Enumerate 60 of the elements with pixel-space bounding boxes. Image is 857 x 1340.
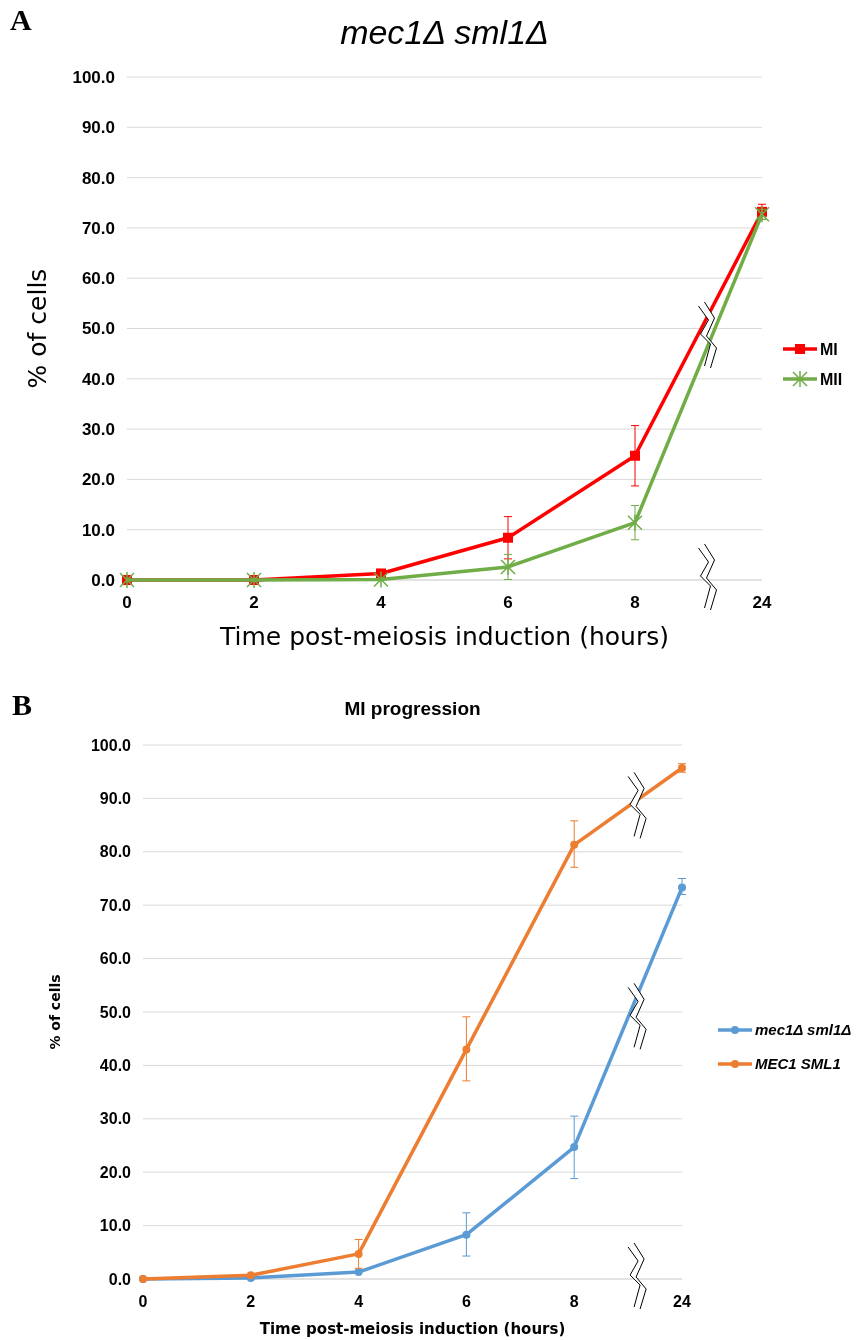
x-tick-label: 6 (503, 593, 513, 612)
x-tick-label: 4 (376, 593, 387, 612)
x-tick-label: 6 (461, 1293, 471, 1310)
y-tick-label: 10.0 (99, 1217, 132, 1235)
text: A (10, 3, 32, 36)
y-tick-label: 80.0 (81, 168, 115, 188)
y-tick-label: 100.0 (90, 736, 132, 754)
x-tick-label: 8 (630, 593, 640, 612)
chart-title: MI progression (344, 698, 481, 719)
y-tick-label: 20.0 (99, 1163, 132, 1181)
legend-label: MII (820, 370, 843, 388)
point (354, 1268, 363, 1277)
chart-title: mec1Δ sml1Δ (340, 13, 549, 51)
point (462, 1045, 471, 1054)
y-tick-label: 60.0 (81, 269, 115, 289)
y-tick-label: 60.0 (99, 950, 132, 968)
x-tick-label: 2 (249, 593, 259, 612)
text: B (12, 688, 33, 721)
point (354, 1249, 363, 1258)
y-tick-label: 10.0 (81, 520, 115, 540)
point (678, 883, 686, 892)
y-tick-label: 70.0 (99, 896, 132, 914)
y-tick-label: 100.0 (72, 67, 115, 87)
point (627, 513, 643, 532)
x-axis-title: Time post-meiosis induction (hours) (259, 1320, 566, 1338)
point (462, 1230, 471, 1239)
y-tick-label: 40.0 (99, 1057, 132, 1074)
y-axis-title: % of cells (23, 268, 52, 389)
x-tick-label: 0 (138, 1293, 148, 1310)
y-tick-label: 90.0 (99, 790, 132, 807)
x-tick-label: 8 (569, 1293, 579, 1310)
y-tick-label: 70.0 (81, 218, 115, 238)
point (570, 1143, 579, 1152)
x-tick-label: 24 (752, 593, 772, 612)
point (754, 205, 770, 224)
x-axis-title: Time post-meiosis induction (hours) (219, 622, 669, 651)
legend-label: MEC1 SML1 (755, 1055, 841, 1073)
x-tick-label: 4 (354, 1293, 364, 1310)
y-tick-label: 40.0 (81, 369, 115, 389)
point (500, 558, 516, 576)
y-tick-label: 30.0 (81, 420, 115, 440)
y-tick-label: 20.0 (81, 470, 115, 490)
point (503, 532, 513, 543)
point (246, 571, 262, 589)
y-tick-label: 90.0 (81, 118, 115, 138)
x-tick-label: 0 (122, 593, 132, 612)
point (119, 571, 135, 589)
y-tick-label: 50.0 (81, 319, 115, 339)
point (570, 840, 579, 849)
y-tick-label: 0.0 (108, 1270, 132, 1288)
legend-label: mec1Δ sml1Δ (755, 1021, 852, 1039)
point (630, 450, 640, 461)
y-tick-label: 50.0 (99, 1003, 132, 1021)
x-tick-label: 24 (673, 1293, 691, 1310)
y-tick-label: 30.0 (99, 1110, 132, 1128)
y-tick-label: 0.0 (91, 570, 115, 590)
y-tick-label: 80.0 (99, 843, 132, 861)
x-tick-label: 2 (246, 1293, 256, 1310)
y-axis-title: % of cells (47, 974, 63, 1050)
legend-label: MI (820, 340, 838, 358)
